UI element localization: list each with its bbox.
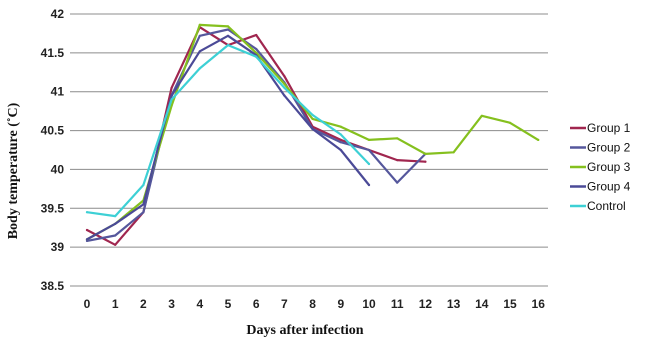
x-tick-label: 11 bbox=[391, 297, 404, 311]
y-tick-label: 42 bbox=[51, 7, 65, 21]
x-tick-label: 14 bbox=[475, 297, 489, 311]
data-point bbox=[255, 33, 258, 37]
legend-label: Control bbox=[587, 199, 626, 213]
x-tick-label: 13 bbox=[447, 297, 461, 311]
legend-item: Control bbox=[570, 199, 626, 213]
data-point bbox=[367, 162, 371, 166]
data-point bbox=[170, 104, 173, 107]
legend-label: Group 1 bbox=[587, 121, 631, 135]
series-line-group-4 bbox=[85, 34, 371, 241]
data-point bbox=[283, 75, 286, 78]
data-point bbox=[170, 86, 173, 89]
data-point bbox=[396, 159, 399, 162]
data-point bbox=[255, 51, 258, 55]
data-point bbox=[85, 238, 89, 241]
x-tick-label: 4 bbox=[196, 297, 203, 311]
data-point bbox=[114, 215, 117, 218]
data-point bbox=[114, 222, 117, 225]
legend-item: Group 4 bbox=[570, 180, 631, 194]
y-tick-label: 40.5 bbox=[41, 124, 65, 138]
data-point bbox=[255, 55, 258, 58]
y-tick-label: 39 bbox=[51, 240, 65, 254]
data-point bbox=[396, 181, 399, 184]
data-point bbox=[311, 127, 314, 131]
y-tick-label: 41 bbox=[51, 85, 65, 99]
legend: Group 1 Group 2 Group 3 Group 4 Control bbox=[570, 121, 631, 213]
data-point bbox=[367, 183, 371, 187]
data-point bbox=[424, 160, 427, 163]
x-tick-label: 12 bbox=[419, 297, 433, 311]
data-point bbox=[114, 234, 117, 237]
data-point bbox=[339, 133, 342, 136]
legend-item: Group 3 bbox=[570, 160, 631, 174]
legend-label: Group 3 bbox=[587, 160, 631, 174]
data-point bbox=[226, 34, 230, 37]
y-tick-label: 41.5 bbox=[41, 46, 65, 60]
series-lines bbox=[85, 23, 540, 246]
x-tick-labels: 0 1 2 3 4 5 6 7 8 9 10 11 12 13 14 15 16 bbox=[84, 297, 546, 311]
x-tick-label: 15 bbox=[503, 297, 517, 311]
x-tick-label: 5 bbox=[225, 297, 232, 311]
series-line-group-3 bbox=[85, 23, 540, 241]
data-point bbox=[226, 28, 230, 31]
x-tick-label: 7 bbox=[281, 297, 288, 311]
x-tick-label: 8 bbox=[309, 297, 316, 311]
data-point bbox=[339, 141, 342, 144]
data-point bbox=[142, 211, 145, 214]
x-tick-label: 0 bbox=[84, 297, 91, 311]
data-point bbox=[508, 121, 512, 124]
series-line-group-1 bbox=[85, 26, 427, 246]
x-tick-label: 6 bbox=[253, 297, 260, 311]
data-point bbox=[226, 44, 230, 47]
data-point bbox=[198, 34, 201, 37]
data-point bbox=[396, 137, 399, 140]
data-point bbox=[226, 25, 230, 28]
data-point bbox=[198, 50, 201, 53]
data-point bbox=[198, 23, 201, 26]
data-point bbox=[85, 211, 89, 214]
data-point bbox=[283, 86, 286, 89]
y-tick-label: 38.5 bbox=[41, 279, 65, 293]
legend-item: Group 2 bbox=[570, 141, 631, 155]
x-tick-label: 3 bbox=[168, 297, 175, 311]
x-axis-title: Days after infection bbox=[246, 323, 363, 338]
y-tick-label: 39.5 bbox=[41, 201, 65, 215]
y-tick-labels: 38.5 39 39.5 40 40.5 41 41.5 42 bbox=[41, 7, 65, 293]
data-point bbox=[283, 82, 286, 85]
x-tick-label: 1 bbox=[112, 297, 119, 311]
y-tick-label: 40 bbox=[51, 162, 65, 176]
x-tick-label: 10 bbox=[362, 297, 376, 311]
data-point bbox=[339, 148, 342, 152]
data-point bbox=[480, 114, 483, 117]
data-point bbox=[198, 67, 201, 70]
legend-label: Group 2 bbox=[587, 141, 631, 155]
data-point bbox=[537, 138, 540, 141]
gridlines bbox=[70, 13, 548, 287]
data-point bbox=[85, 228, 89, 232]
data-point bbox=[170, 98, 173, 101]
x-tick-label: 2 bbox=[140, 297, 147, 311]
data-point bbox=[424, 152, 427, 155]
x-tick-label: 9 bbox=[337, 297, 344, 311]
data-point bbox=[142, 203, 145, 206]
x-tick-label: 16 bbox=[532, 297, 546, 311]
data-point bbox=[367, 138, 371, 141]
data-point bbox=[311, 117, 314, 120]
legend-item: Group 1 bbox=[570, 121, 631, 135]
data-point bbox=[114, 243, 117, 246]
data-point bbox=[452, 151, 455, 154]
y-axis-title: Body temperature (˚C) bbox=[6, 102, 21, 239]
data-point bbox=[339, 125, 342, 128]
legend-label: Group 4 bbox=[587, 180, 631, 194]
data-point bbox=[170, 94, 173, 97]
data-point bbox=[311, 113, 314, 117]
data-point bbox=[367, 148, 371, 152]
data-point bbox=[339, 138, 342, 141]
data-point bbox=[142, 183, 145, 187]
data-point bbox=[283, 94, 286, 97]
data-point bbox=[255, 47, 258, 51]
